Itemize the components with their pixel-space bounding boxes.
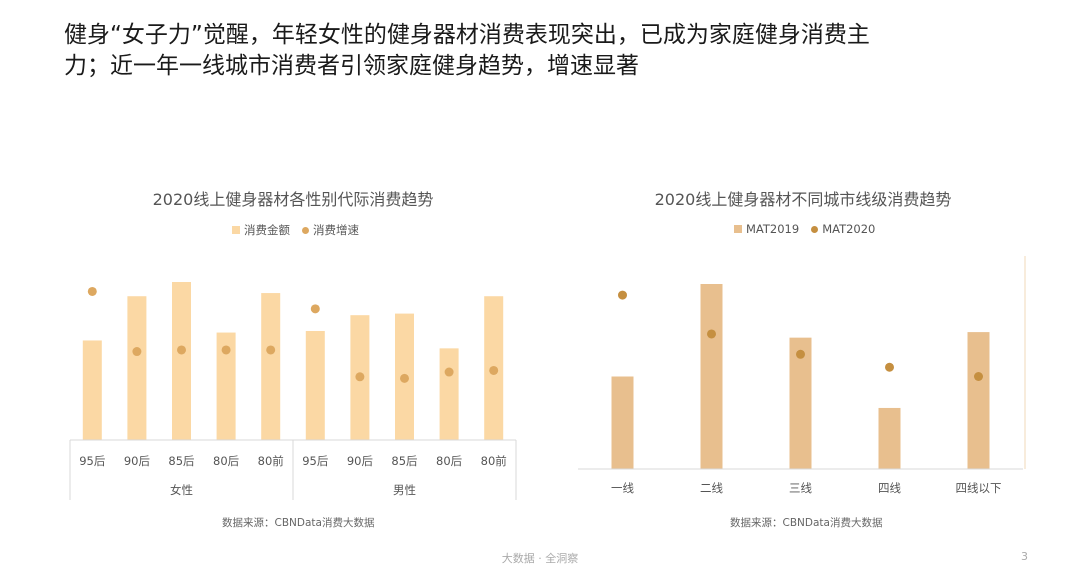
dot-mat2020-1 xyxy=(707,329,716,339)
headline-line-2: 力；近一年一线城市消费者引领家庭健身趋势，增速显著 xyxy=(64,53,639,79)
bar-mat2019-2 xyxy=(789,337,812,469)
right-chart: 一线 二线 三线 四线 四线以下 xyxy=(578,256,1026,495)
legend-swatch-amount xyxy=(232,226,240,234)
bar-mat2019-3 xyxy=(878,407,901,469)
x-tick-label-8: 80后 xyxy=(436,454,462,468)
x-tick-label-1: 90后 xyxy=(124,454,150,468)
x-tick-label-6: 90后 xyxy=(347,454,373,468)
x-tick-label-0: 95后 xyxy=(79,454,105,468)
left-chart-title: 2020线上健身器材各性别代际消费趋势 xyxy=(152,190,434,209)
dot-growth-2 xyxy=(177,345,186,355)
x-tick-label-2: 三线 xyxy=(789,481,812,495)
bar-amount-5 xyxy=(305,330,325,440)
dot-growth-3 xyxy=(221,345,231,355)
x-tick-label-3: 四线 xyxy=(878,481,901,495)
dot-mat2020-2 xyxy=(796,349,805,359)
left-chart-legend: 消费金额 消费增速 xyxy=(232,222,371,238)
bar-amount-3 xyxy=(216,332,236,440)
legend-label-mat2020: MAT2020 xyxy=(822,222,876,236)
dot-mat2020-4 xyxy=(974,372,983,381)
bar-mat2019-1 xyxy=(700,284,723,469)
bar-mat2019-4 xyxy=(967,332,990,469)
legend-label-amount: 消费金额 xyxy=(244,223,290,237)
bar-amount-0 xyxy=(82,340,102,440)
x-tick-label-2: 85后 xyxy=(168,454,194,468)
dot-growth-8 xyxy=(444,367,454,377)
x-tick-label-3: 80后 xyxy=(213,454,239,468)
legend-swatch-mat2019 xyxy=(734,225,742,233)
x-tick-label-0: 一线 xyxy=(611,481,634,495)
x-tick-label-7: 85后 xyxy=(391,454,417,468)
headline-line-1: 健身“女子力”觉醒，年轻女性的健身器材消费表现突出，已成为家庭健身消费主 xyxy=(64,22,870,48)
legend-item-growth: 消费增速 xyxy=(302,222,359,238)
bar-mat2019-0 xyxy=(611,376,634,469)
bar-amount-8 xyxy=(439,348,459,440)
legend-item-mat2020: MAT2020 xyxy=(811,222,875,236)
legend-label-growth: 消费增速 xyxy=(313,223,359,237)
page-headline: 健身“女子力”觉醒，年轻女性的健身器材消费表现突出，已成为家庭健身消费主 力；近… xyxy=(64,20,1024,82)
legend-marker-mat2020 xyxy=(811,225,819,233)
x-tick-label-4: 四线以下 xyxy=(956,481,1002,495)
dot-mat2020-0 xyxy=(618,290,627,300)
legend-label-mat2019: MAT2019 xyxy=(746,222,800,236)
dot-mat2020-3 xyxy=(885,362,894,372)
x-tick-label-5: 95后 xyxy=(302,454,328,468)
group-label-1: 男性 xyxy=(393,483,416,497)
dot-growth-5 xyxy=(310,304,320,314)
dot-growth-7 xyxy=(400,373,409,383)
dot-growth-6 xyxy=(355,372,365,382)
x-tick-label-1: 二线 xyxy=(700,481,723,495)
dot-growth-1 xyxy=(132,347,142,357)
dot-growth-0 xyxy=(87,286,97,296)
footer-slogan: 大数据 · 全洞察 xyxy=(501,552,579,565)
right-chart-title: 2020线上健身器材不同城市线级消费趋势 xyxy=(654,190,952,209)
right-chart-source: 数据来源：CBNData消费大数据 xyxy=(730,517,883,529)
legend-item-mat2019: MAT2019 xyxy=(734,222,799,236)
x-tick-label-9: 80前 xyxy=(481,454,507,468)
legend-marker-growth xyxy=(302,226,309,234)
x-tick-label-4: 80前 xyxy=(258,454,284,468)
bar-amount-2 xyxy=(172,282,191,440)
dot-growth-9 xyxy=(489,365,499,375)
group-label-0: 女性 xyxy=(170,483,193,497)
page-number: 3 xyxy=(1021,550,1028,563)
left-chart-source: 数据来源：CBNData消费大数据 xyxy=(222,517,375,529)
legend-item-amount: 消费金额 xyxy=(232,222,290,238)
dot-growth-4 xyxy=(266,345,276,355)
bar-amount-1 xyxy=(127,296,147,440)
bar-amount-4 xyxy=(261,293,281,440)
right-chart-legend: MAT2019 MAT2020 xyxy=(734,222,887,236)
